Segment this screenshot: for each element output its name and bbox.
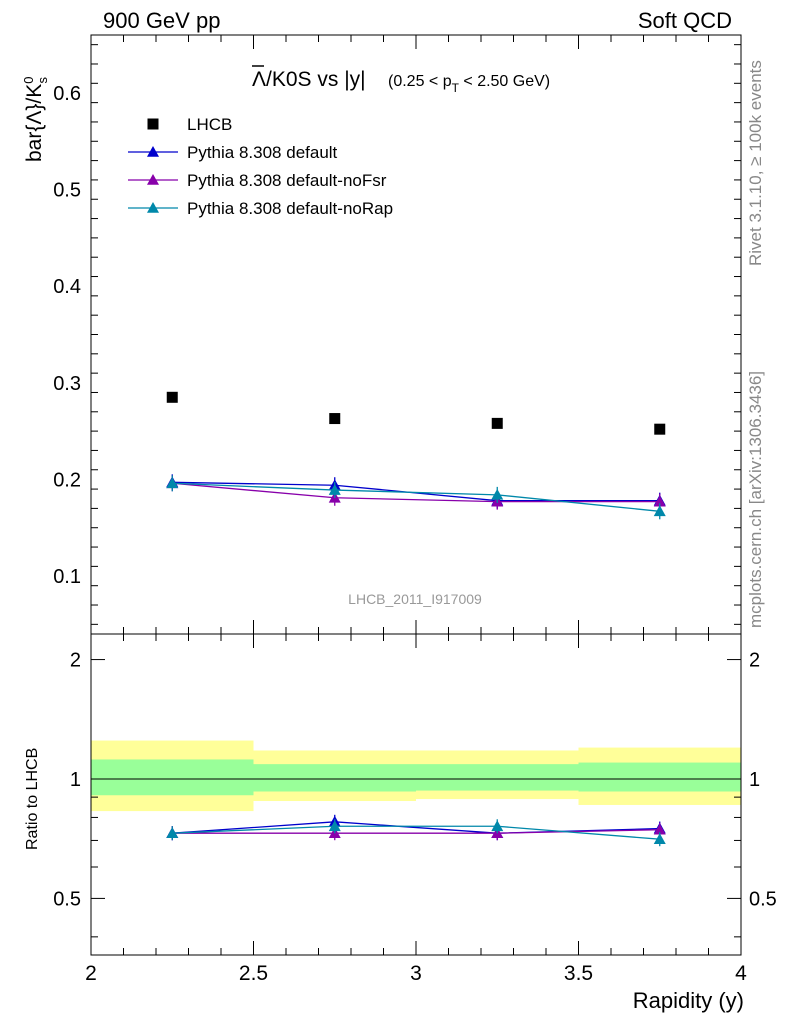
point-noFsr <box>653 495 666 507</box>
ratio-point-noRap <box>166 827 179 839</box>
ratio-y-tick-label: 1 <box>70 769 81 791</box>
ratio-point-noRap <box>653 833 666 845</box>
x-tick-label: 4 <box>735 962 747 985</box>
point-noRap <box>653 505 666 517</box>
plot-title-sub: (0.25 < pT < 2.50 GeV) <box>388 73 550 95</box>
ratio-y-tick-label: 0.5 <box>53 888 81 910</box>
ratio-point-noRap <box>491 820 504 832</box>
rivet-label: Rivet 3.1.10, ≥ 100k events <box>746 60 765 266</box>
legend-marker-data <box>147 118 159 130</box>
legend-marker-noFsr <box>147 174 159 185</box>
legend-label-default: Pythia 8.308 default <box>187 143 338 162</box>
band-inner-bin-4 <box>578 762 741 792</box>
ratio-y-tick-label-right: 2 <box>749 650 760 672</box>
point-data <box>491 417 503 429</box>
x-tick-label: 2.5 <box>239 962 268 985</box>
point-data <box>166 391 178 403</box>
x-tick-label: 3 <box>410 962 422 985</box>
x-tick-label: 2 <box>85 962 97 985</box>
plot-title: Λ/K0S vs |y| (0.25 < pT < 2.50 GeV) <box>252 65 550 95</box>
ratio-y-tick-label: 2 <box>70 650 81 672</box>
main-y-tick-label: 0.4 <box>53 276 81 298</box>
legend-label-noRap: Pythia 8.308 default-noRap <box>187 199 393 218</box>
point-noRap <box>328 484 341 495</box>
band-inner-bin-2 <box>253 764 416 792</box>
legend-marker-default <box>147 146 159 157</box>
category-label: Soft QCD <box>638 8 732 33</box>
legend: LHCB Pythia 8.308 default Pythia 8.308 def… <box>128 115 393 218</box>
main-panel-series <box>166 391 666 520</box>
energy-label: 900 GeV pp <box>103 8 220 33</box>
main-y-tick-label: 0.3 <box>53 373 81 395</box>
series-line-default <box>172 481 660 502</box>
analysis-id-label: LHCB_2011_I917009 <box>348 591 482 607</box>
main-y-tick-label: 0.2 <box>53 469 81 491</box>
ratio-y-tick-label-right: 1 <box>749 769 760 791</box>
plot-frames: 0.1 0.2 0.3 0.4 0.5 0.6 2 2.5 3 3.5 4 0.5 0.5 1 1 2 2 <box>53 34 777 985</box>
point-data <box>654 423 666 435</box>
main-y-axis-label: bar{Λ}/K0s <box>21 77 50 162</box>
x-axis-label: Rapidity (y) <box>633 988 744 1013</box>
ratio-y-axis-label: Ratio to LHCB <box>24 748 41 850</box>
ratio-y-tick-label-right: 0.5 <box>749 888 777 910</box>
series-line-noRap <box>172 482 660 512</box>
main-y-tick-label: 0.1 <box>53 566 81 588</box>
legend-marker-noRap <box>147 202 159 213</box>
ratio-panel-series <box>166 814 666 847</box>
band-inner-bin-1 <box>91 759 254 796</box>
main-y-tick-label: 0.6 <box>53 83 81 105</box>
plot-title-main: Λ/K0S vs |y| <box>252 68 366 91</box>
main-y-tick-label: 0.5 <box>53 180 81 202</box>
point-data <box>329 413 341 425</box>
ratio-line-noRap <box>172 825 660 840</box>
legend-label-data: LHCB <box>187 115 232 134</box>
series-line-noFsr <box>172 482 660 503</box>
ratio-line-noFsr <box>172 829 660 834</box>
legend-label-noFsr: Pythia 8.308 default-noFsr <box>187 171 387 190</box>
ratio-uncertainty-bands <box>91 740 741 812</box>
mcplots-label: mcplots.cern.ch [arXiv:1306.3436] <box>746 371 765 628</box>
ratio-point-noFsr <box>653 823 666 835</box>
band-inner-bin-3 <box>416 764 579 791</box>
ratio-point-noRap <box>328 820 341 832</box>
point-noRap <box>166 477 179 489</box>
x-tick-label: 3.5 <box>564 962 593 985</box>
point-noRap <box>491 488 504 500</box>
